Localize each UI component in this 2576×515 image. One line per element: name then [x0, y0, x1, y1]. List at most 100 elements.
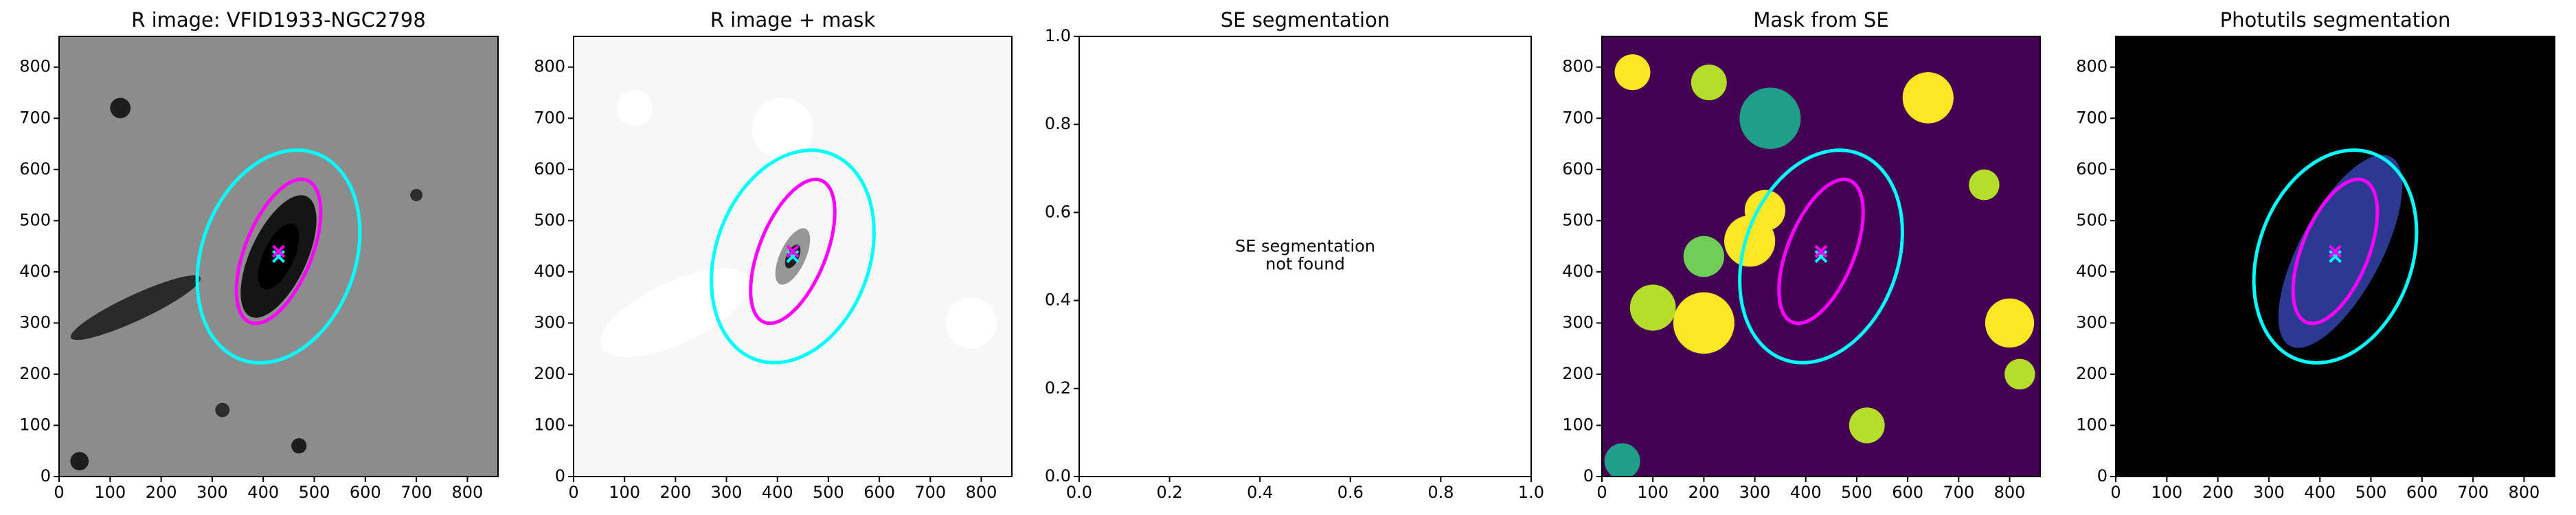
y-tick-label: 0.0: [1045, 466, 1071, 485]
x-tick-label: 300: [2253, 483, 2285, 502]
image-feature: [945, 297, 997, 349]
image-feature: [1969, 169, 2000, 201]
panel-title: R image: VFID1933-NGC2798: [131, 8, 426, 32]
center-marker: [1814, 250, 1828, 263]
y-tick-label: 500: [534, 210, 565, 229]
y-tick-label: 100: [2076, 415, 2108, 434]
axes-frame: [2115, 36, 2555, 477]
y-tick-label: 1.0: [1045, 26, 1071, 45]
x-tick-label: 0.6: [1337, 483, 1364, 502]
x-tick-label: 100: [94, 483, 126, 502]
ellipse: [195, 148, 362, 365]
image-feature: [110, 98, 131, 119]
center-marker: [1814, 244, 1828, 258]
axes-frame: [1078, 36, 1532, 477]
center-marker: [272, 250, 285, 263]
y-tick-label: 200: [1562, 364, 1594, 383]
y-tick-label: 300: [2076, 312, 2108, 332]
x-tick-label: 700: [400, 483, 432, 502]
ellipse: [749, 177, 837, 325]
y-tick-label: 300: [1562, 312, 1594, 332]
y-tick-label: 600: [534, 159, 565, 179]
y-tick-label: 300: [19, 312, 51, 332]
x-tick-label: 400: [2304, 483, 2336, 502]
image-feature: [70, 452, 89, 471]
y-tick-label: 0: [1583, 466, 1594, 485]
y-tick-label: 700: [19, 108, 51, 127]
y-tick-label: 800: [2076, 57, 2108, 76]
x-tick-label: 0: [568, 483, 578, 502]
x-tick-label: 200: [2202, 483, 2234, 502]
y-tick-label: 700: [534, 108, 565, 127]
y-tick-label: 500: [1562, 210, 1594, 229]
x-tick-label: 300: [196, 483, 228, 502]
y-tick-label: 100: [19, 415, 51, 434]
x-tick-label: 200: [659, 483, 691, 502]
y-tick-label: 800: [1562, 57, 1594, 76]
panel-title: Photutils segmentation: [2220, 8, 2451, 32]
image-feature: [215, 402, 230, 417]
y-tick-label: 400: [2076, 262, 2108, 281]
y-tick-label: 200: [2076, 364, 2108, 383]
image-background: [1079, 36, 1531, 477]
x-tick-label: 0: [1596, 483, 1607, 502]
x-tick-label: 800: [452, 483, 484, 502]
panel: [59, 36, 498, 477]
y-tick-label: 100: [1562, 415, 1594, 434]
image-feature: [1629, 284, 1676, 331]
x-tick-label: 500: [813, 483, 844, 502]
y-tick-label: 400: [534, 262, 565, 281]
center-marker: [786, 244, 800, 258]
panel-title: R image + mask: [710, 8, 876, 32]
image-feature: [1604, 443, 1640, 477]
ellipse: [710, 148, 876, 365]
x-tick-label: 500: [2355, 483, 2387, 502]
panel: [2116, 36, 2555, 477]
y-tick-label: 500: [2076, 210, 2108, 229]
center-marker: [272, 244, 285, 258]
axes-frame: [1601, 36, 2041, 477]
y-tick-label: 600: [2076, 159, 2108, 179]
y-tick-label: 300: [534, 312, 565, 332]
x-tick-label: 700: [914, 483, 946, 502]
y-tick-label: 400: [19, 262, 51, 281]
center-marker: [2329, 250, 2342, 263]
x-tick-label: 1.0: [1518, 483, 1544, 502]
x-tick-label: 400: [247, 483, 279, 502]
panel-title: SE segmentation: [1221, 8, 1390, 32]
x-tick-label: 300: [1739, 483, 1771, 502]
x-tick-label: 500: [1841, 483, 1873, 502]
image-feature: [1673, 292, 1735, 354]
y-tick-label: 500: [19, 210, 51, 229]
panel-title: Mask from SE: [1753, 8, 1888, 32]
y-tick-label: 200: [19, 364, 51, 383]
x-tick-label: 0.4: [1247, 483, 1273, 502]
y-tick-label: 0: [2097, 466, 2108, 485]
center-marker: [2329, 244, 2342, 258]
y-tick-label: 600: [19, 159, 51, 179]
x-tick-label: 400: [1790, 483, 1822, 502]
image-feature: [752, 98, 813, 159]
x-tick-label: 600: [350, 483, 381, 502]
y-tick-label: 0: [41, 466, 51, 485]
axes-frame: [58, 36, 499, 477]
x-tick-label: 200: [146, 483, 177, 502]
axes-frame: [573, 36, 1013, 477]
image-feature: [1614, 54, 1651, 91]
x-tick-label: 200: [1688, 483, 1719, 502]
y-tick-label: 100: [534, 415, 565, 434]
y-tick-label: 0: [555, 466, 565, 485]
image-feature: [1849, 407, 1885, 444]
x-tick-label: 800: [2509, 483, 2540, 502]
ellipse: [2252, 148, 2419, 365]
panel: [574, 36, 1012, 477]
y-tick-label: 700: [2076, 108, 2108, 127]
image-feature: [1985, 298, 2035, 348]
x-tick-label: 600: [863, 483, 895, 502]
x-tick-label: 800: [966, 483, 997, 502]
x-tick-label: 500: [299, 483, 330, 502]
y-tick-label: 400: [1562, 262, 1594, 281]
y-tick-label: 800: [534, 57, 565, 76]
